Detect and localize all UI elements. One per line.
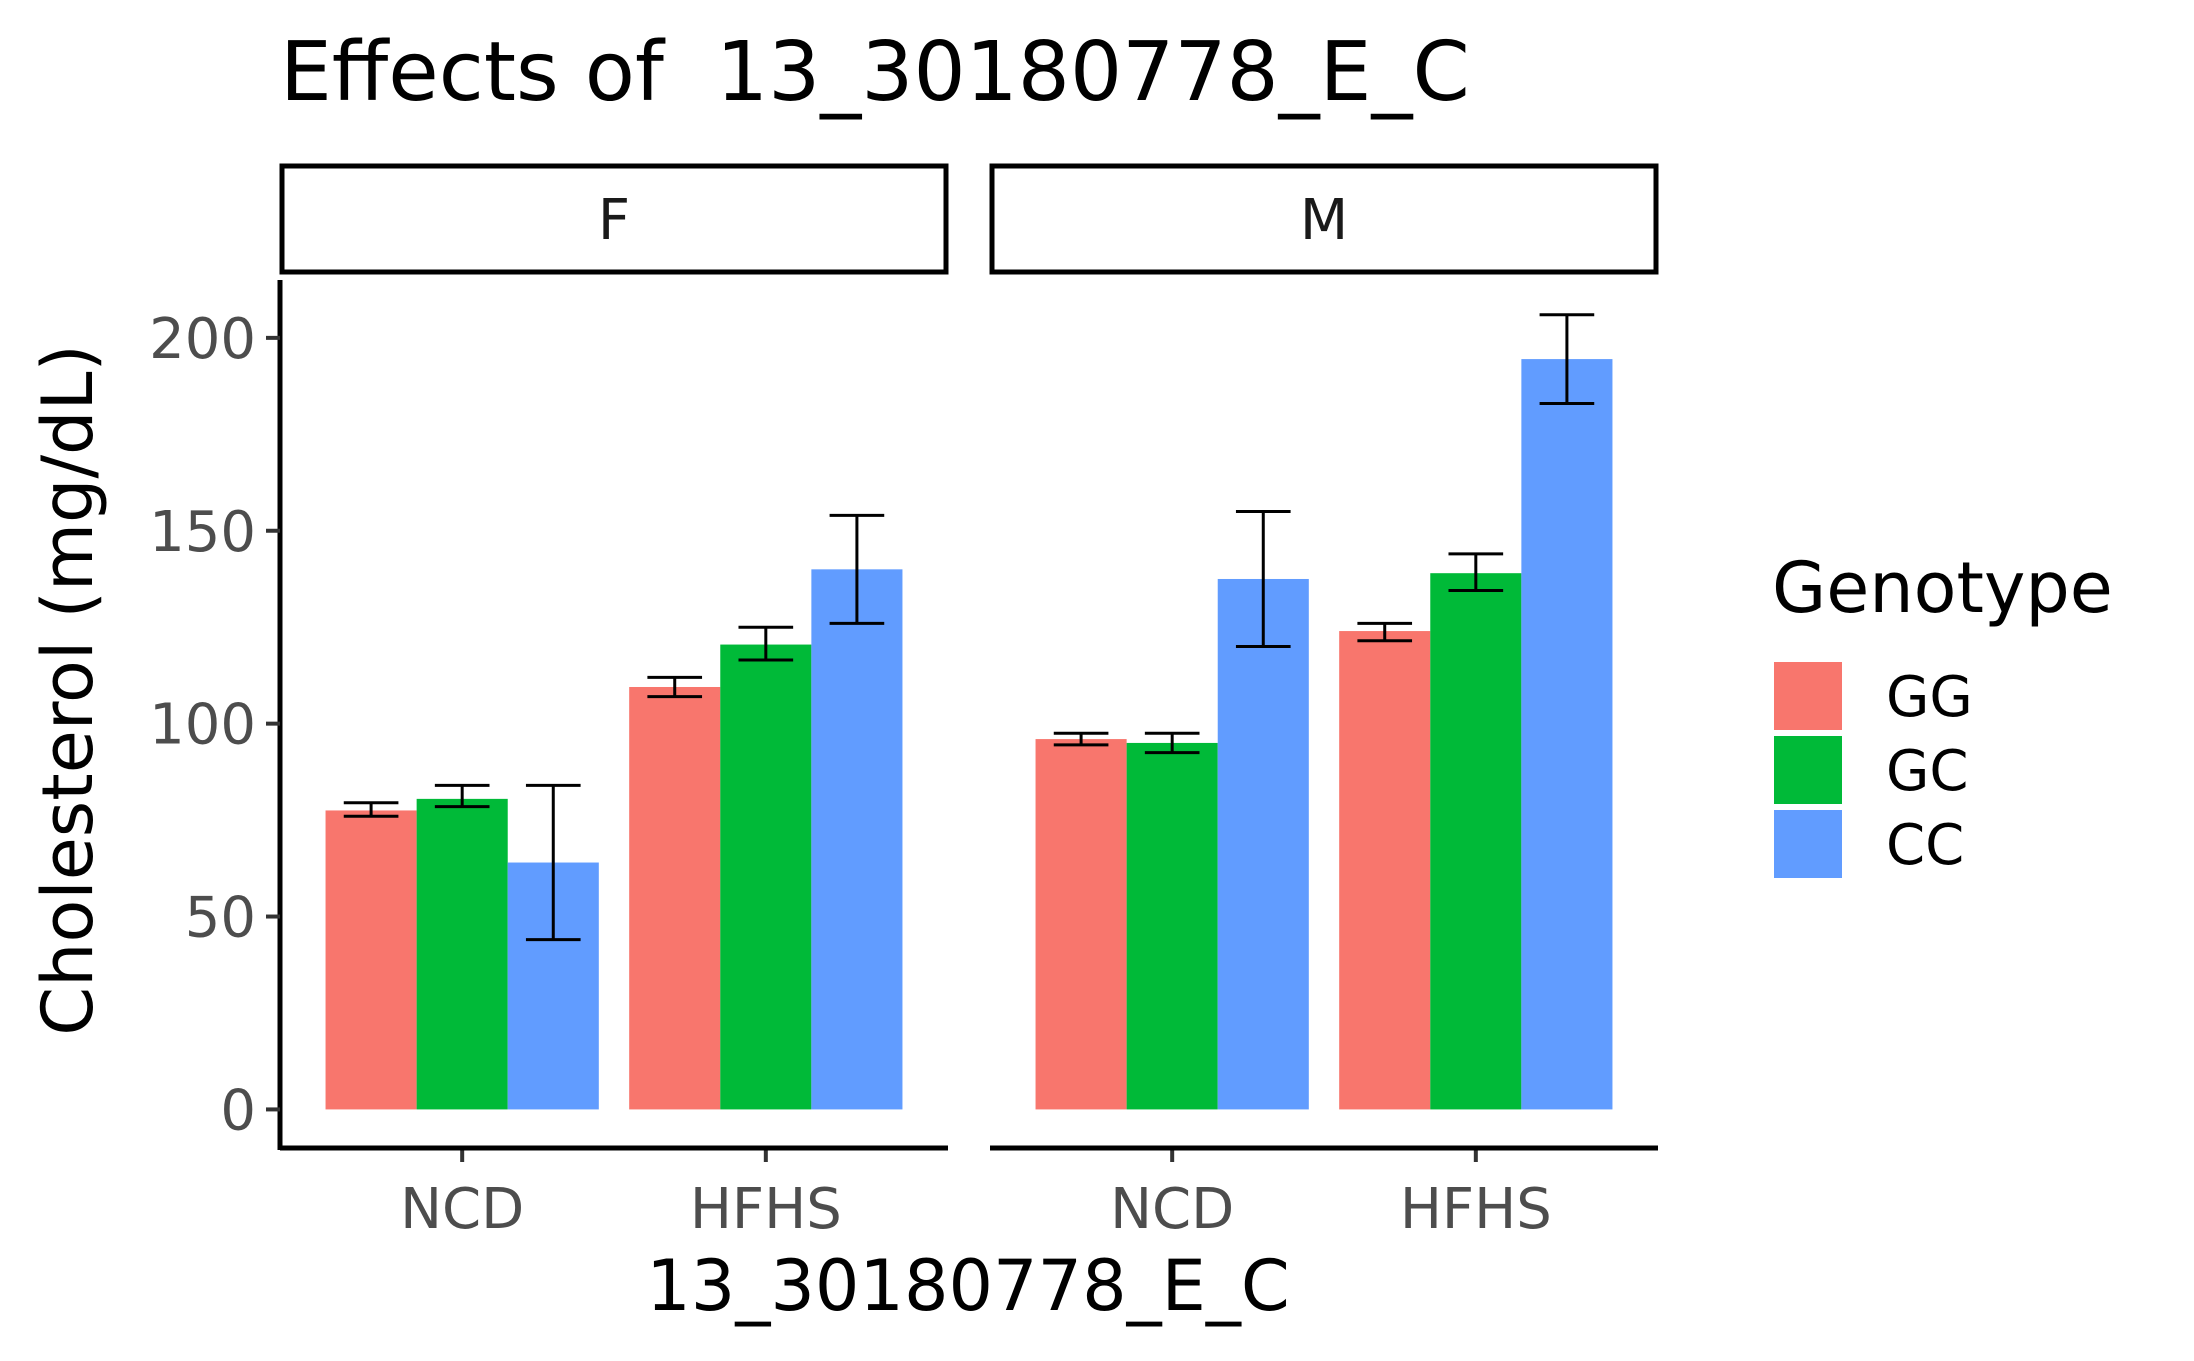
bar-F-HFHS-GC [720,644,812,1110]
x-tick-label: NCD [400,1177,524,1242]
error-bar-F-NCD-GC [434,783,490,809]
x-tick-label: NCD [1110,1177,1234,1242]
error-bar-F-HFHS-GG [647,675,703,699]
y-axis-title: Cholesterol (mg/dL) [27,344,109,1036]
bar-M-HFHS-CC [1521,359,1613,1110]
facet-strip-label: M [1300,188,1348,253]
bar-F-HFHS-GG [629,686,721,1110]
facet-panel-F: F NCD HFHS 0 50 100 150 200 [149,163,949,1242]
panels-layer: F NCD HFHS 0 50 100 150 200 M NCD HFHS [149,163,1659,1242]
bar-F-NCD-GC [416,798,508,1110]
error-bar-M-HFHS-GG [1357,621,1413,643]
bar-M-HFHS-GC [1430,573,1522,1110]
facet-strip-label: F [598,188,630,253]
error-bar-M-NCD-GC [1144,731,1200,755]
x-tick-label: HFHS [690,1177,842,1242]
legend-label-GG: GG [1886,665,1973,730]
error-bar-M-HFHS-GC [1448,552,1504,593]
y-tick-label: 100 [149,693,256,758]
legend-key-GC [1774,736,1842,804]
x-axis-title: 13_30180778_E_C [646,1245,1289,1327]
y-tick-label: 150 [149,500,256,565]
error-bar-F-NCD-CC [525,783,581,942]
bar-M-NCD-GC [1126,742,1218,1110]
legend-key-CC [1774,810,1842,878]
error-bar-F-HFHS-CC [829,513,885,625]
legend: Genotype GG GC CC [1772,547,2113,878]
legend-key-GG [1774,662,1842,730]
legend-label-CC: CC [1886,813,1964,878]
y-tick-label: 200 [149,307,256,372]
x-tick-label: HFHS [1400,1177,1552,1242]
bar-F-HFHS-CC [811,569,903,1110]
legend-label-GC: GC [1886,739,1969,804]
y-tick-label: 50 [185,886,256,951]
error-bar-F-NCD-GG [343,801,399,818]
facet-panel-M: M NCD HFHS [989,163,1659,1242]
bar-M-NCD-CC [1217,578,1309,1110]
error-bar-M-HFHS-CC [1539,313,1595,405]
y-tick-label: 0 [220,1078,256,1143]
error-bar-M-NCD-CC [1235,509,1291,648]
legend-title: Genotype [1772,547,2113,629]
bar-M-NCD-GG [1035,739,1127,1110]
facet-strip [279,163,949,275]
facet-strip [989,163,1659,275]
error-bar-F-HFHS-GC [738,625,794,662]
error-bar-M-NCD-GG [1053,731,1109,747]
chart-title: Effects of 13_30180778_E_C [280,25,1470,120]
bar-M-HFHS-GG [1339,631,1431,1110]
bar-F-NCD-GG [325,810,417,1110]
